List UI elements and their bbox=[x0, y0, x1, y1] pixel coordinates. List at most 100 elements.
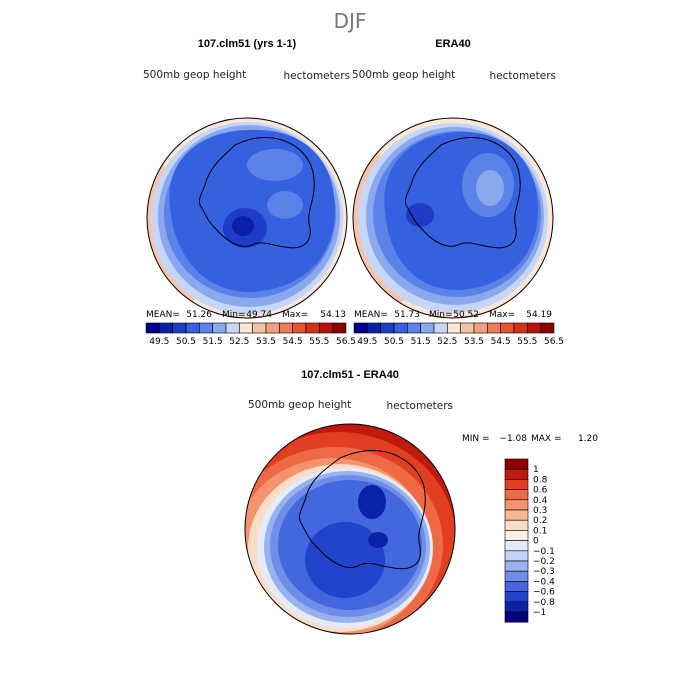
colorbar-tick-label: 56.5 bbox=[544, 337, 564, 347]
colorbar-swatch bbox=[487, 322, 501, 334]
colorbar-tick-label: 0.3 bbox=[533, 506, 547, 516]
colorbar-swatch bbox=[504, 581, 529, 592]
colorbar-swatch bbox=[527, 322, 541, 334]
colorbar-tick-label: 50.5 bbox=[384, 337, 404, 347]
panel-difference-map-border bbox=[244, 423, 456, 635]
colorbar-tick-label: −0.6 bbox=[533, 588, 555, 598]
colorbar-tick-label: 54.5 bbox=[491, 337, 511, 347]
panel-difference-map bbox=[245, 424, 455, 634]
panel-model-map bbox=[147, 118, 347, 318]
colorbar-tick-label: 0.4 bbox=[533, 496, 548, 506]
colorbar-swatch bbox=[279, 322, 293, 334]
panel-era40-title: ERA40 bbox=[435, 38, 470, 50]
colorbar-tick-label: 52.5 bbox=[229, 337, 249, 347]
panel-model-map-border bbox=[146, 117, 348, 319]
panel-model-units-label: hectometers bbox=[284, 70, 350, 82]
panel-era40-units-label: hectometers bbox=[490, 70, 556, 82]
colorbar-tick-label: −0.1 bbox=[533, 547, 555, 557]
colorbar-swatch bbox=[504, 458, 529, 470]
colorbar-swatch bbox=[504, 550, 529, 562]
colorbar-swatch bbox=[540, 322, 555, 334]
panel-difference-title: 107.clm51 - ERA40 bbox=[301, 369, 399, 381]
colorbar-tick-label: 49.5 bbox=[357, 337, 377, 347]
colorbar-swatch bbox=[305, 322, 320, 334]
colorbar-swatch bbox=[332, 322, 347, 334]
colorbar-swatch bbox=[504, 519, 529, 531]
colorbar-tick-label: 51.5 bbox=[203, 337, 223, 347]
panel-difference: 107.clm51 - ERA40 500mb geop height hect… bbox=[244, 369, 598, 635]
colorbar-swatch bbox=[199, 322, 213, 334]
colorbar-tick-label: 55.5 bbox=[309, 337, 329, 347]
panel-era40-mean-label: MEAN= bbox=[354, 310, 388, 320]
colorbar-tick-label: 53.5 bbox=[464, 337, 484, 347]
colorbar-swatch bbox=[172, 322, 187, 334]
panel-model-colorbar-ticks: 49.5 50.5 51.5 52.5 53.5 54.5 55.5 56.5 bbox=[149, 337, 356, 347]
antarctica-coastline bbox=[405, 137, 521, 249]
colorbar-tick-label: 0.8 bbox=[533, 475, 548, 485]
antarctica-coastline bbox=[299, 450, 426, 570]
colorbar-swatch bbox=[500, 322, 515, 334]
colorbar-swatch bbox=[225, 322, 240, 334]
colorbar-tick-label: 55.5 bbox=[517, 337, 537, 347]
panel-era40-max-label: Max= bbox=[489, 310, 515, 320]
colorbar-tick-label: 53.5 bbox=[256, 337, 276, 347]
colorbar-swatch bbox=[407, 322, 421, 334]
colorbar-swatch bbox=[473, 322, 488, 334]
colorbar-swatch bbox=[504, 591, 529, 603]
panel-era40-max-value: 54.19 bbox=[526, 310, 552, 320]
colorbar-tick-label: 0.2 bbox=[533, 516, 547, 526]
colorbar-swatch bbox=[504, 601, 529, 613]
panel-model-mean-label: MEAN= bbox=[146, 310, 180, 320]
panel-era40-colorbar bbox=[353, 322, 555, 334]
colorbar-swatch bbox=[212, 322, 227, 334]
panel-model-max-label: Max= bbox=[282, 310, 308, 320]
panel-difference-max-label: MAX = bbox=[531, 434, 562, 444]
colorbar-swatch bbox=[367, 322, 381, 334]
colorbar-swatch bbox=[504, 509, 529, 521]
colorbar-swatch bbox=[159, 322, 173, 334]
antarctica-coastline bbox=[199, 137, 315, 249]
panel-model-min-label: Min= bbox=[222, 310, 246, 320]
colorbar-swatch bbox=[393, 322, 408, 334]
colorbar-swatch bbox=[504, 540, 529, 552]
colorbar-tick-label: −0.4 bbox=[533, 577, 555, 587]
colorbar-swatch bbox=[447, 322, 461, 334]
colorbar-swatch bbox=[504, 570, 529, 582]
colorbar-swatch bbox=[185, 322, 200, 334]
colorbar-swatch bbox=[504, 530, 529, 541]
panel-era40-min-label: Min= bbox=[429, 310, 453, 320]
colorbar-swatch bbox=[504, 468, 529, 480]
colorbar-tick-label: 0.6 bbox=[533, 486, 548, 496]
colorbar-tick-label: −0.2 bbox=[533, 557, 555, 567]
panel-model-min-value: 49.74 bbox=[246, 310, 272, 320]
colorbar-swatch bbox=[420, 322, 435, 334]
colorbar-swatch bbox=[319, 322, 333, 334]
colorbar-swatch bbox=[504, 489, 529, 501]
colorbar-swatch bbox=[433, 322, 448, 334]
colorbar-tick-label: 54.5 bbox=[283, 337, 303, 347]
colorbar-swatch bbox=[513, 322, 528, 334]
panel-difference-units-label: hectometers bbox=[387, 400, 453, 412]
colorbar-tick-label: 52.5 bbox=[437, 337, 457, 347]
figure-title: DJF bbox=[334, 9, 367, 33]
panel-era40-colorbar-ticks: 49.5 50.5 51.5 52.5 53.5 54.5 55.5 56.5 bbox=[357, 337, 564, 347]
colorbar-swatch bbox=[460, 322, 475, 334]
panel-model: 107.clm51 (yrs 1-1) 500mb geop height he… bbox=[143, 38, 356, 347]
panel-era40-map bbox=[353, 118, 553, 318]
panel-era40-min-value: 50.52 bbox=[453, 310, 479, 320]
panel-model-title: 107.clm51 (yrs 1-1) bbox=[198, 38, 297, 50]
panel-difference-colorbar bbox=[504, 458, 529, 623]
colorbar-swatch bbox=[504, 560, 529, 572]
colorbar-tick-label: 49.5 bbox=[149, 337, 169, 347]
colorbar-tick-label: 50.5 bbox=[176, 337, 196, 347]
colorbar-swatch bbox=[353, 322, 368, 334]
colorbar-tick-label: 0.1 bbox=[533, 526, 547, 536]
colorbar-swatch bbox=[145, 322, 160, 334]
panel-difference-variable-label: 500mb geop height bbox=[248, 399, 351, 411]
panel-model-max-value: 54.13 bbox=[320, 310, 346, 320]
colorbar-tick-label: 0 bbox=[533, 537, 539, 547]
panel-difference-max-value: 1.20 bbox=[578, 434, 598, 444]
panel-era40-map-border bbox=[352, 117, 554, 319]
colorbar-tick-label: 1 bbox=[533, 465, 539, 475]
